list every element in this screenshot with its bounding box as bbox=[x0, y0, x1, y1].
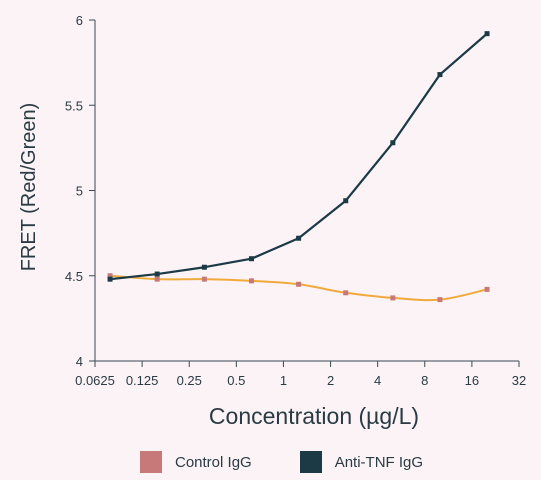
x-tick-label: 8 bbox=[421, 373, 428, 388]
legend-label-anti-tnf-igg: Anti-TNF IgG bbox=[334, 453, 424, 471]
data-point-control-igg bbox=[154, 276, 160, 282]
data-point-control-igg bbox=[437, 297, 443, 303]
data-point-control-igg bbox=[248, 278, 254, 284]
data-point-anti-tnf-igg bbox=[296, 235, 302, 241]
series-line-control-igg bbox=[109, 274, 489, 302]
x-tick-label: 2 bbox=[327, 373, 334, 388]
legend-item-anti-tnf-igg: Anti-TNF IgG bbox=[299, 451, 424, 473]
data-point-anti-tnf-igg bbox=[343, 198, 349, 204]
legend-swatch-anti-tnf-igg bbox=[299, 451, 322, 473]
y-tick-label: 6 bbox=[76, 13, 83, 28]
data-point-control-igg bbox=[484, 286, 490, 292]
y-axis-title: FRET (Red/Green) bbox=[18, 103, 40, 272]
series-layer bbox=[107, 31, 490, 303]
x-axis-title: Concentration (µg/L) bbox=[209, 403, 419, 429]
data-point-anti-tnf-igg bbox=[248, 256, 254, 262]
legend-swatch-control-igg bbox=[140, 451, 162, 473]
data-point-control-igg bbox=[390, 295, 396, 301]
y-tick-label: 4 bbox=[76, 354, 83, 369]
data-point-control-igg bbox=[296, 281, 302, 287]
series-line-anti-tnf-igg bbox=[108, 32, 489, 281]
data-point-anti-tnf-igg bbox=[201, 264, 207, 270]
x-tick-label: 0.5 bbox=[227, 373, 245, 388]
x-tick-label: 32 bbox=[512, 373, 526, 388]
data-point-anti-tnf-igg bbox=[154, 271, 160, 277]
y-tick-label: 5.5 bbox=[65, 98, 83, 113]
data-point-anti-tnf-igg bbox=[107, 276, 113, 282]
legend-label-control-igg: Control IgG bbox=[175, 453, 252, 471]
x-tick-label: 4 bbox=[374, 373, 381, 388]
data-point-control-igg bbox=[343, 290, 349, 296]
y-tick-label: 4.5 bbox=[65, 269, 83, 284]
x-tick-label: 0.0625 bbox=[75, 373, 115, 388]
x-tick-label: 0.25 bbox=[177, 373, 202, 388]
axes: 4 4.5 5 5.5 6 0.0625 0.125 0.25 0.5 1 2 4 8 16 32 bbox=[65, 13, 526, 388]
data-point-control-igg bbox=[107, 273, 113, 279]
legend: Control IgG Anti-TNF IgG bbox=[140, 450, 471, 474]
data-point-anti-tnf-igg bbox=[437, 72, 443, 78]
data-point-anti-tnf-igg bbox=[390, 140, 396, 146]
x-tick-label: 1 bbox=[280, 373, 287, 388]
data-point-control-igg bbox=[201, 276, 207, 282]
legend-item-control-igg: Control IgG bbox=[140, 451, 252, 473]
x-tick-label: 16 bbox=[465, 373, 479, 388]
data-point-anti-tnf-igg bbox=[484, 31, 490, 37]
x-tick-label: 0.125 bbox=[126, 373, 159, 388]
y-tick-label: 5 bbox=[76, 184, 83, 199]
